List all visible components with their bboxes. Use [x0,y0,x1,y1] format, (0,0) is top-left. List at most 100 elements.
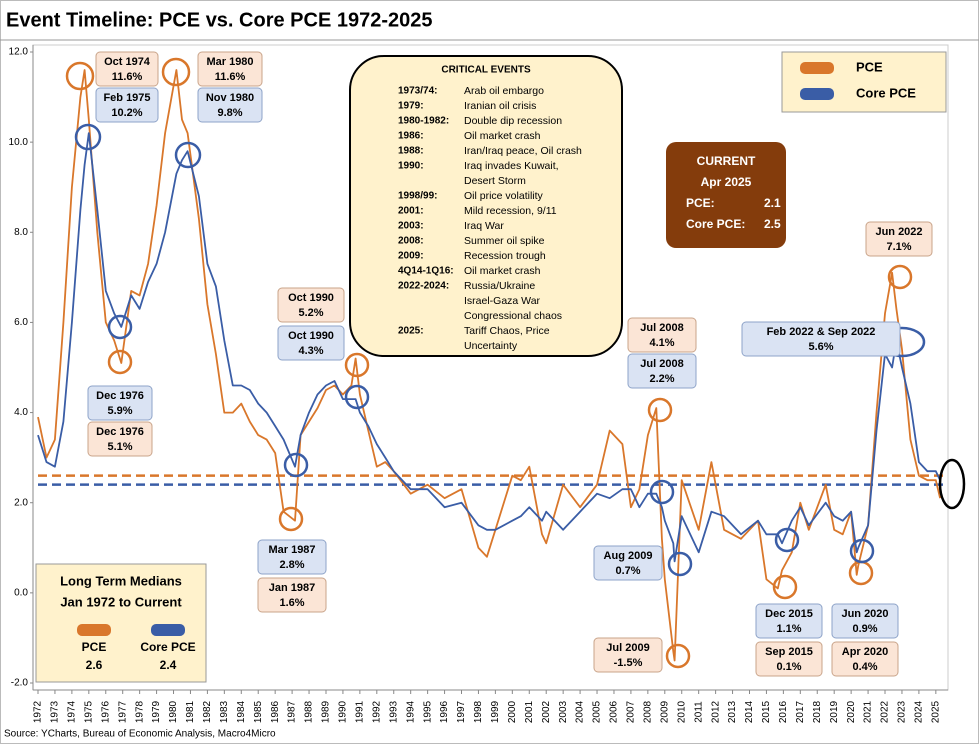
medians-name: PCE [82,640,107,654]
callout-date: Jan 1987 [269,582,315,594]
event-text: Iraq War [464,220,504,232]
x-tick-label: 1990 [338,700,349,723]
event-period: 1990: [398,161,424,172]
highlight-circle [649,479,675,505]
highlight-circle [938,458,966,510]
x-tick-label: 2005 [592,700,603,723]
medians-swatch [77,624,111,636]
event-period: 2001: [398,206,424,217]
y-tick-label: 4.0 [14,407,28,418]
x-tick-label: 2017 [795,700,806,723]
highlight-circle [344,352,370,378]
callout-value: 5.2% [298,307,323,319]
callout-value: 1.6% [279,597,304,609]
event-period: 1979: [398,101,424,112]
x-tick-label: 1991 [355,700,366,723]
highlight-circle [849,538,875,564]
x-tick-label: 2010 [676,700,687,723]
callout-value: 2.8% [279,559,304,571]
events-box [349,55,623,357]
legend-label: PCE [856,59,883,74]
callout-box [277,287,345,323]
x-tick-label: 2019 [829,700,840,723]
x-tick-label: 1978 [134,700,145,723]
highlight-circle [74,123,102,151]
callout-box [87,421,153,457]
legend-swatch [800,62,834,74]
x-tick-label: 1975 [83,700,94,723]
highlight-circle [283,452,309,478]
callout-box [755,641,823,677]
x-tick-label: 1997 [456,700,467,723]
callout-date: Feb 1975 [103,92,150,104]
callout-date: Oct 1974 [104,56,151,68]
y-tick-label: 6.0 [14,317,28,328]
x-tick-label: 1973 [50,700,61,723]
event-period: 2022-2024: [398,281,449,292]
event-text: Tariff Chaos, Price [464,325,550,337]
callout-box [95,51,159,87]
medians-value: 2.6 [86,658,103,672]
callout-value: 11.6% [215,71,246,83]
x-tick-label: 2020 [846,700,857,723]
highlight-circle [344,384,370,410]
callout-box [87,385,153,421]
x-tick-label: 2023 [897,700,908,723]
event-text: Arab oil embargo [464,85,544,97]
x-tick-label: 2004 [575,700,586,723]
event-text: Recession trough [464,250,546,262]
x-tick-label: 2021 [863,700,874,723]
x-tick-label: 1992 [371,700,382,723]
x-tick-label: 2016 [778,700,789,723]
highlight-circle [107,349,133,375]
callout-date: Aug 2009 [604,550,653,562]
x-tick-label: 2022 [880,700,891,723]
x-tick-label: 1979 [151,700,162,723]
event-period: 2009: [398,251,424,262]
callout-box [95,87,159,123]
event-text: Mild recession, 9/11 [464,205,557,217]
highlight-circle [665,643,691,669]
source: Source: YCharts, Bureau of Economic Anal… [4,729,276,740]
highlight-circle [774,527,800,553]
highlight-circle [107,314,133,340]
x-tick-label: 1972 [33,700,44,723]
x-tick-label: 1989 [321,700,332,723]
callout-date: Mar 1980 [206,56,253,68]
series-line [37,132,941,563]
callout-box [197,51,263,87]
x-tick-label: 2012 [710,700,721,723]
callout-box [593,637,663,673]
x-tick-label: 2024 [914,700,925,723]
x-tick-label: 2007 [626,700,637,723]
callout-date: Apr 2020 [842,646,888,658]
x-tick-label: 1985 [253,700,264,723]
callout-date: Oct 1990 [288,292,334,304]
event-text: Uncertainty [464,340,518,352]
callout-date: Mar 1987 [268,544,315,556]
highlight-circle [174,141,202,169]
event-period: 1980-1982: [398,116,449,127]
callout-box [865,221,933,257]
x-tick-label: 2025 [930,700,941,723]
medians-box [35,563,207,683]
x-tick-label: 2006 [609,700,620,723]
x-tick-label: 2013 [727,700,738,723]
x-tick-label: 1987 [287,700,298,723]
callout-box [593,545,663,581]
callout-date: Jul 2009 [606,642,649,654]
highlight-circle [65,61,95,91]
callout-value: 5.1% [107,441,132,453]
callout-date: Feb 2022 & Sep 2022 [767,326,876,338]
x-tick-label: 2011 [693,701,704,723]
callout-value: 5.6% [808,341,833,353]
x-tick-label: 1998 [473,700,484,723]
x-tick-label: 1986 [270,700,281,723]
medians-value: 2.4 [160,658,177,672]
callout-date: Sep 2015 [765,646,813,658]
legend-label: Core PCE [856,85,916,100]
x-tick-label: 1976 [100,700,111,723]
medians-swatch [151,624,185,636]
highlight-circle [278,506,304,532]
